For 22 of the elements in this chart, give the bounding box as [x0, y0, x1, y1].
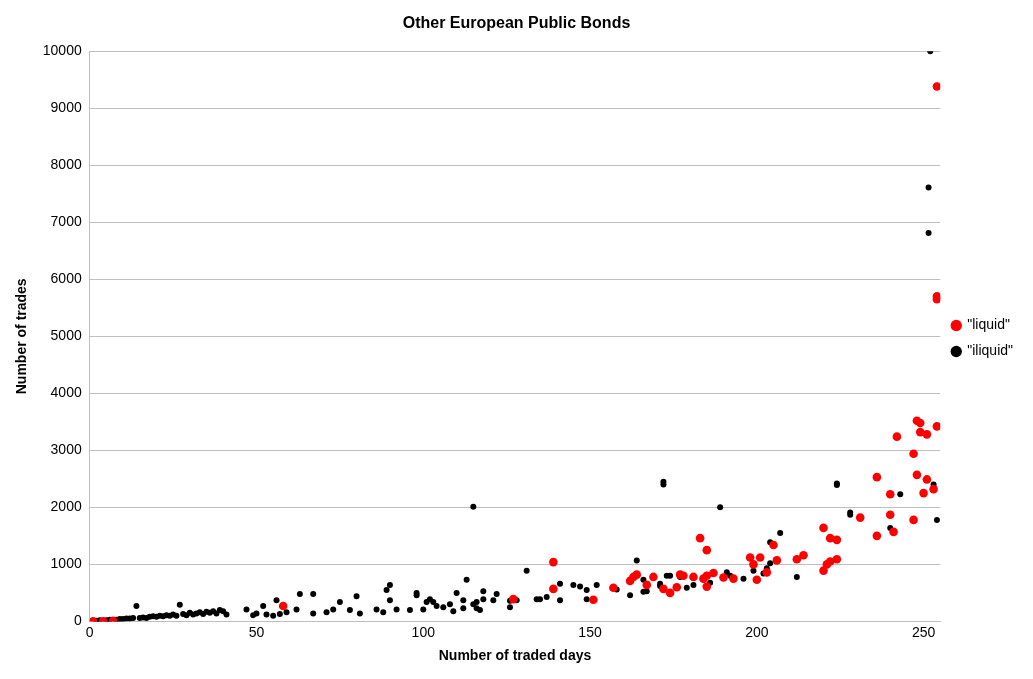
y-tick-label: 4000	[50, 384, 82, 401]
y-tick-label: 1000	[50, 555, 82, 572]
legend-label: "iliquid"	[967, 342, 1014, 359]
x-tick-label: 150	[578, 623, 602, 640]
y-tick-label: 2000	[50, 498, 82, 515]
y-tick-label: 10000	[42, 42, 82, 59]
x-tick-label: 50	[248, 623, 265, 640]
chart-title: Other European Public Bonds	[402, 14, 631, 32]
y-tick-label: 0	[73, 612, 82, 629]
x-axis-title: Number of traded days	[438, 647, 592, 664]
x-tick-label: 200	[745, 623, 769, 640]
y-tick-label: 7000	[50, 213, 82, 230]
y-tick-label: 8000	[50, 156, 82, 173]
legend-label: "liquid"	[967, 316, 1010, 333]
y-tick-label: 9000	[50, 99, 82, 116]
y-tick-label: 3000	[50, 441, 82, 458]
x-tick-label: 0	[85, 623, 94, 640]
y-tick-label: 5000	[50, 327, 82, 344]
x-tick-label: 250	[911, 623, 936, 640]
x-tick-label: 100	[411, 623, 436, 640]
y-tick-label: 6000	[50, 270, 82, 287]
y-axis-title: Number of trades	[13, 278, 30, 395]
